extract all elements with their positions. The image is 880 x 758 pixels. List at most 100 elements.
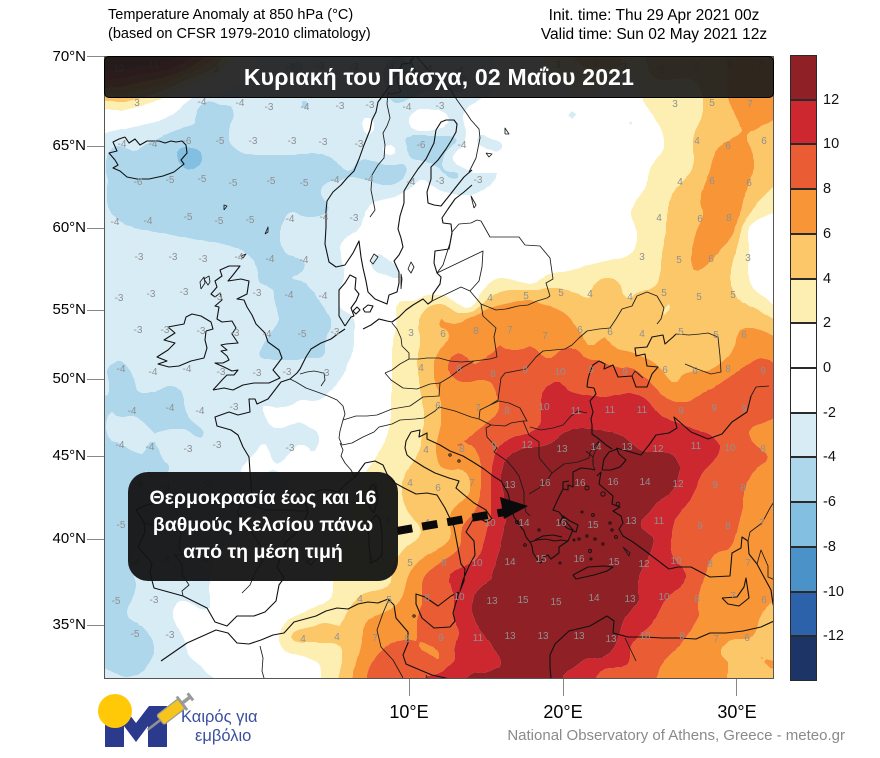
svg-text:-3: -3 [321,368,330,379]
svg-text:4: 4 [423,445,429,456]
svg-text:10: 10 [554,367,566,378]
svg-text:13: 13 [605,634,617,645]
svg-text:-3: -3 [253,368,262,379]
svg-text:5: 5 [676,255,682,266]
svg-text:-5: -5 [229,178,238,189]
svg-text:-5: -5 [216,136,225,147]
svg-text:-4: -4 [183,364,192,375]
svg-text:15: 15 [517,595,529,606]
svg-text:11: 11 [637,405,648,416]
svg-text:7: 7 [730,591,736,602]
svg-text:9: 9 [697,521,703,532]
svg-text:6: 6 [607,327,613,338]
svg-text:11: 11 [654,516,665,527]
svg-text:-4: -4 [149,367,158,378]
svg-text:8: 8 [740,483,746,494]
svg-text:-3: -3 [231,328,240,339]
svg-text:-4: -4 [198,97,207,108]
svg-text:-4: -4 [146,442,155,453]
svg-text:13: 13 [504,631,516,642]
svg-text:8: 8 [760,444,766,455]
svg-text:6: 6 [746,178,752,189]
svg-text:3: 3 [672,99,678,110]
svg-text:8: 8 [725,364,731,375]
svg-text:6: 6 [741,330,747,341]
svg-text:8: 8 [404,634,410,645]
svg-text:8: 8 [424,593,430,604]
svg-text:-4: -4 [331,175,340,186]
svg-text:-4: -4 [196,406,205,417]
svg-text:-4: -4 [235,252,244,263]
svg-text:-3: -3 [474,175,483,186]
svg-text:-4: -4 [320,212,329,223]
svg-text:6: 6 [435,401,441,412]
svg-text:-4: -4 [301,102,310,113]
svg-text:-3: -3 [286,443,295,454]
svg-text:3: 3 [134,98,140,109]
svg-text:-4: -4 [458,140,467,151]
svg-text:4: 4 [407,478,413,489]
svg-text:9: 9 [491,441,497,452]
svg-text:-3: -3 [319,137,328,148]
svg-text:-6: -6 [134,177,143,188]
svg-text:5: 5 [523,291,529,302]
svg-text:13: 13 [556,444,568,455]
svg-text:8: 8 [504,406,510,417]
svg-text:6: 6 [697,214,703,225]
svg-text:5: 5 [713,330,719,341]
svg-text:10: 10 [658,592,670,603]
svg-text:-3: -3 [147,289,156,300]
svg-text:-3: -3 [214,292,223,303]
svg-text:-4: -4 [300,255,309,266]
svg-text:8: 8 [725,521,731,532]
svg-text:-3: -3 [265,102,274,113]
svg-text:-6: -6 [417,140,426,151]
svg-text:6: 6 [692,366,698,377]
svg-text:9: 9 [522,365,528,376]
svg-text:-4: -4 [118,139,127,150]
svg-text:-4: -4 [144,216,153,227]
svg-text:8: 8 [726,213,732,224]
svg-text:12: 12 [521,440,533,451]
svg-text:14: 14 [518,518,530,529]
svg-text:-3: -3 [288,136,297,147]
svg-text:8: 8 [473,326,479,337]
svg-text:9: 9 [622,367,628,378]
svg-text:14: 14 [639,477,651,488]
svg-text:5: 5 [696,292,702,303]
svg-text:5: 5 [709,98,715,109]
svg-text:-5: -5 [117,520,126,531]
svg-text:9: 9 [588,365,594,376]
svg-text:12: 12 [672,479,684,490]
svg-text:11: 11 [473,633,484,644]
svg-text:-3: -3 [283,367,292,378]
svg-text:7: 7 [747,99,753,110]
svg-text:14: 14 [504,557,516,568]
svg-text:-3: -3 [436,101,445,112]
svg-text:5: 5 [730,290,736,301]
svg-text:-5: -5 [112,596,121,607]
svg-text:7: 7 [372,633,378,644]
svg-text:-3: -3 [199,254,208,265]
svg-text:8: 8 [694,594,700,605]
svg-text:-3: -3 [249,136,258,147]
svg-text:8: 8 [490,369,496,380]
svg-text:4: 4 [418,363,424,374]
svg-text:6: 6 [744,633,750,644]
svg-text:14: 14 [588,593,600,604]
svg-text:7: 7 [475,403,481,414]
svg-text:7: 7 [469,478,475,489]
svg-text:-4: -4 [407,177,416,188]
svg-text:11: 11 [571,406,582,417]
svg-text:16: 16 [555,518,567,529]
svg-text:-4: -4 [128,406,137,417]
svg-text:-3: -3 [355,139,364,150]
svg-text:16: 16 [607,477,619,488]
svg-text:-4: -4 [116,440,125,451]
svg-text:5: 5 [661,288,667,299]
svg-text:8: 8 [441,558,447,569]
svg-text:-4: -4 [111,217,120,228]
svg-text:16: 16 [573,554,585,565]
svg-text:6: 6 [577,325,583,336]
svg-text:-3: -3 [134,325,143,336]
